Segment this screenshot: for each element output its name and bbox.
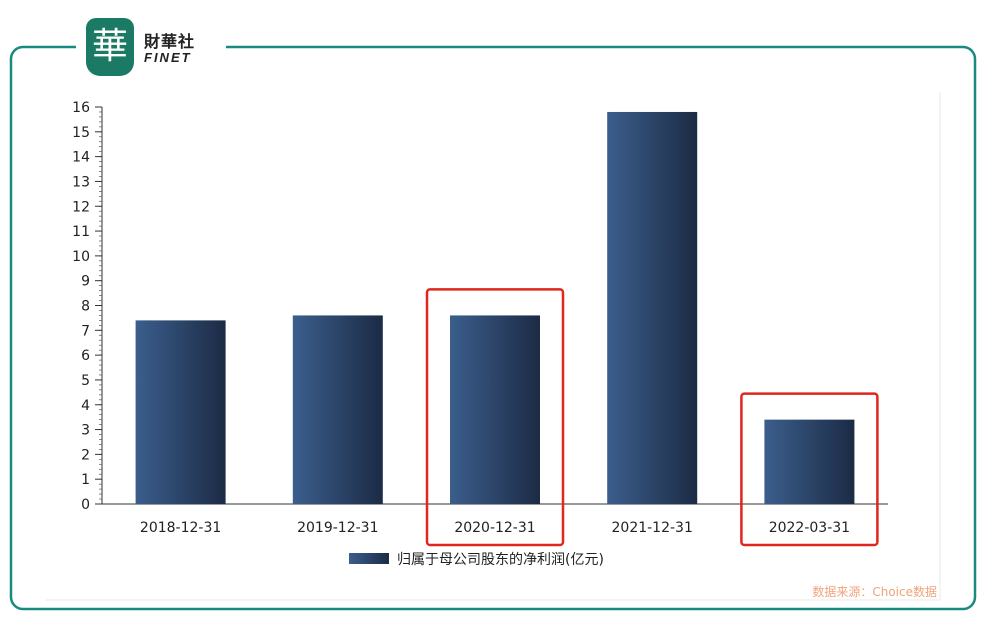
- legend: 归属于母公司股东的净利润(亿元): [349, 551, 604, 568]
- frame-border: [9, 45, 977, 611]
- y-tick-label: 6: [81, 348, 90, 364]
- logo-name-en: FINET: [144, 50, 192, 65]
- y-tick-label: 9: [81, 274, 90, 290]
- bar-2021-12-31: [607, 111, 698, 505]
- bar-2020-12-31: [450, 315, 540, 504]
- y-tick-label: 2: [81, 447, 90, 463]
- x-tick-label: 2020-12-31: [454, 520, 535, 536]
- bars: [135, 111, 855, 505]
- y-tick-label: 16: [72, 100, 90, 116]
- y-tick-label: 1: [81, 472, 90, 488]
- finet-logo: 華 財華社 FINET: [76, 14, 226, 84]
- bar-2019-12-31: [292, 315, 383, 504]
- highlight-box-2022-03-31: [740, 392, 879, 547]
- highlight-box-2020-12-31: [425, 288, 565, 547]
- y-tick-label: 3: [81, 423, 90, 439]
- logo-seal: 華: [86, 18, 134, 76]
- y-tick-label: 4: [81, 398, 90, 414]
- x-tick-label: 2019-12-31: [297, 520, 378, 536]
- y-tick-label: 7: [81, 323, 90, 339]
- legend-swatch: [349, 553, 389, 564]
- y-tick-label: 10: [72, 249, 90, 265]
- y-tick-label: 12: [72, 199, 90, 215]
- y-tick-label: 14: [72, 150, 90, 166]
- x-tick-label: 2018-12-31: [140, 520, 221, 536]
- bar-2018-12-31: [135, 320, 226, 504]
- y-tick-label: 11: [72, 224, 90, 240]
- y-tick-label: 5: [81, 373, 90, 389]
- y-tick-label: 15: [72, 125, 90, 141]
- y-tick-label: 13: [72, 174, 90, 190]
- x-tick-label: 2021-12-31: [612, 520, 693, 536]
- x-tick-label: 2022-03-31: [769, 520, 850, 536]
- bar-2022-03-31: [764, 419, 855, 504]
- logo-name-cn: 財華社: [144, 32, 196, 51]
- y-tick-label: 0: [81, 497, 90, 513]
- source-note: 数据来源：Choice数据: [812, 585, 937, 599]
- legend-label: 归属于母公司股东的净利润(亿元): [397, 551, 604, 568]
- y-tick-label: 8: [81, 299, 90, 315]
- highlights: [425, 288, 879, 547]
- x-axis: 2018-12-31 2019-12-31 2020-12-31 2021-12-31…: [102, 503, 888, 536]
